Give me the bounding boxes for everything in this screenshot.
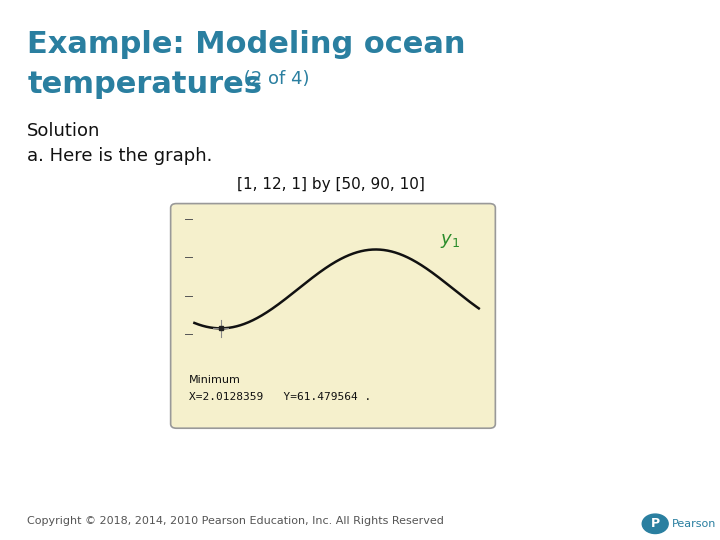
Text: (2 of 4): (2 of 4) — [238, 70, 309, 88]
Text: Copyright © 2018, 2014, 2010 Pearson Education, Inc. All Rights Reserved: Copyright © 2018, 2014, 2010 Pearson Edu… — [27, 516, 444, 526]
Text: a. Here is the graph.: a. Here is the graph. — [27, 147, 212, 165]
Text: temperatures: temperatures — [27, 70, 262, 99]
Text: [1, 12, 1] by [50, 90, 10]: [1, 12, 1] by [50, 90, 10] — [238, 177, 425, 192]
Text: Pearson: Pearson — [672, 519, 716, 529]
FancyBboxPatch shape — [171, 204, 495, 428]
Text: X=2.0128359   Y=61.479564 .: X=2.0128359 Y=61.479564 . — [189, 392, 372, 402]
Text: Example: Modeling ocean: Example: Modeling ocean — [27, 30, 466, 59]
Text: $y_1$: $y_1$ — [440, 232, 460, 250]
Text: Minimum: Minimum — [189, 375, 241, 386]
Circle shape — [642, 514, 668, 534]
Text: P: P — [651, 517, 660, 530]
Text: Solution: Solution — [27, 122, 101, 139]
